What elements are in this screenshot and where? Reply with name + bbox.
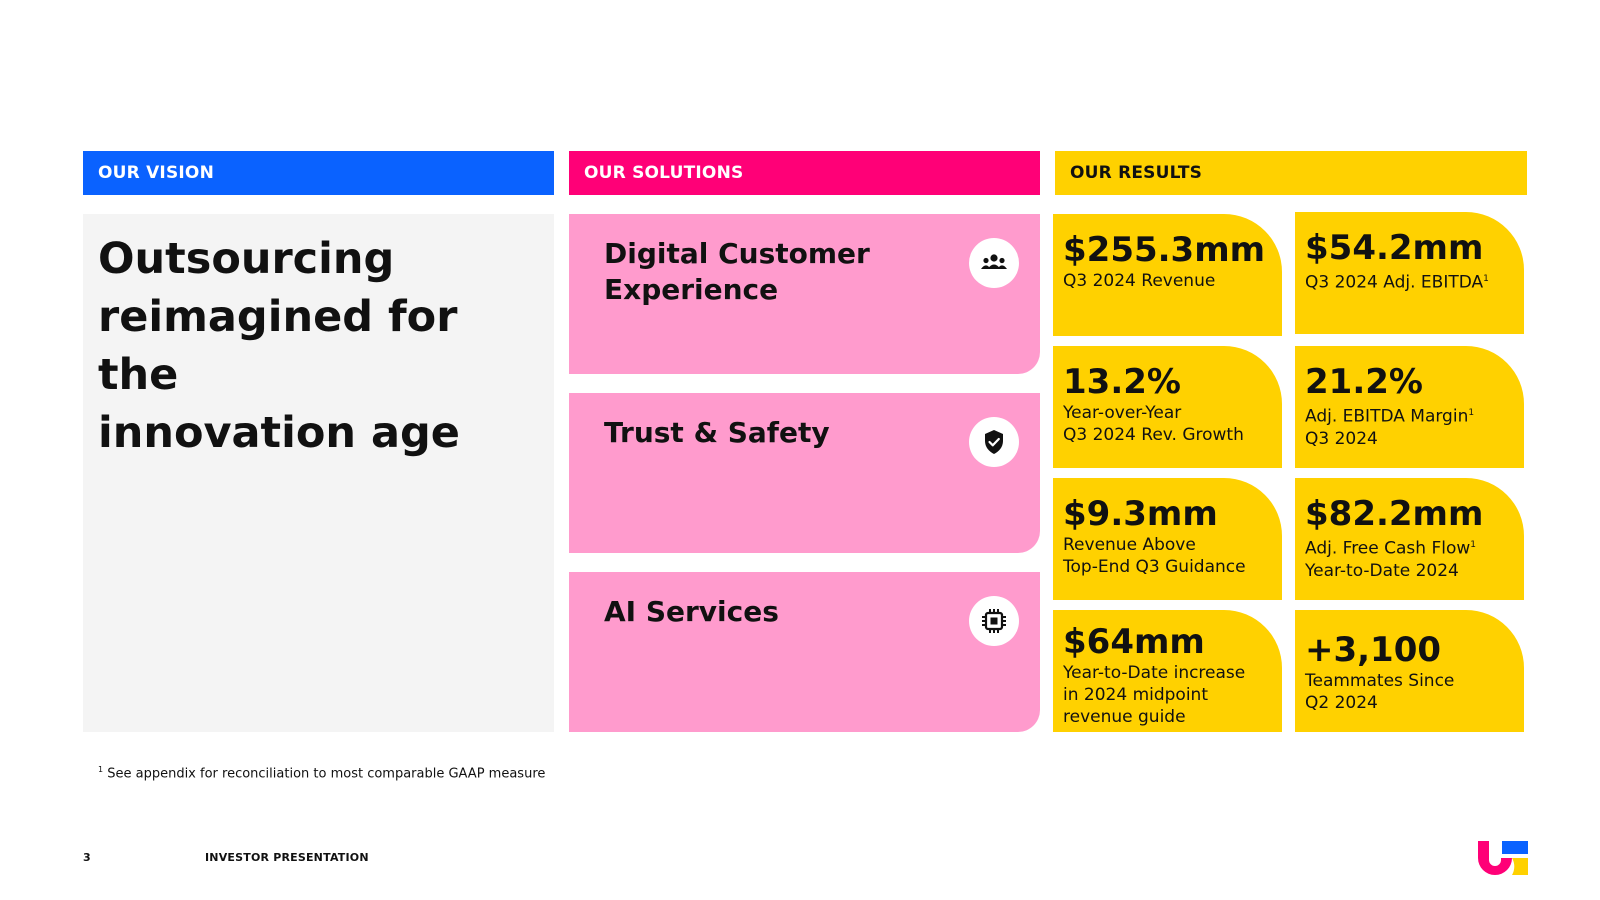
result-value: +3,100 bbox=[1305, 630, 1442, 670]
result-label: Q3 2024 Revenue bbox=[1063, 271, 1216, 291]
footnote-marker: 1 bbox=[1483, 274, 1489, 284]
brand-logo-icon bbox=[1478, 841, 1528, 875]
solution-title: Trust & Safety bbox=[604, 415, 944, 451]
solution-card-digital-customer-experience: Digital Customer Experience bbox=[569, 214, 1040, 374]
vision-statement: Outsourcing reimagined for the innovatio… bbox=[98, 230, 548, 462]
solution-title: AI Services bbox=[604, 594, 944, 630]
shield-check-icon bbox=[969, 417, 1019, 467]
footnote-marker: 1 bbox=[1468, 408, 1475, 418]
vision-line: innovation age bbox=[98, 408, 460, 458]
result-label: Q3 2024 Adj. EBITDA1 bbox=[1305, 272, 1489, 293]
result-label: Revenue Above Top-End Q3 Guidance bbox=[1063, 535, 1246, 577]
result-value: $64mm bbox=[1063, 622, 1205, 662]
result-value: $54.2mm bbox=[1305, 228, 1484, 268]
result-tile: $54.2mm Q3 2024 Adj. EBITDA1 bbox=[1295, 212, 1524, 334]
results-header: OUR RESULTS bbox=[1055, 151, 1527, 195]
solutions-header: OUR SOLUTIONS bbox=[569, 151, 1040, 195]
footnote-marker: 1 bbox=[1470, 540, 1476, 550]
result-label: Adj. EBITDA Margin1 Q3 2024 bbox=[1305, 406, 1475, 449]
result-value: $255.3mm bbox=[1063, 230, 1266, 270]
page-number: 3 bbox=[83, 851, 91, 864]
result-value: 13.2% bbox=[1063, 362, 1181, 402]
solution-title-line: Trust & Safety bbox=[604, 416, 830, 449]
result-label: Teammates Since Q2 2024 bbox=[1305, 671, 1455, 713]
solution-card-trust-safety: Trust & Safety bbox=[569, 393, 1040, 553]
result-tile: $64mm Year-to-Date increase in 2024 midp… bbox=[1053, 610, 1282, 732]
result-label: Year-to-Date increase in 2024 midpoint r… bbox=[1063, 663, 1246, 727]
solution-title-line: AI Services bbox=[604, 595, 779, 628]
vision-line: reimagined for the bbox=[98, 292, 458, 400]
footer-label: INVESTOR PRESENTATION bbox=[205, 851, 369, 864]
result-value: $82.2mm bbox=[1305, 494, 1484, 534]
result-tile: $82.2mm Adj. Free Cash Flow1 Year-to-Dat… bbox=[1295, 478, 1524, 600]
vision-panel: Outsourcing reimagined for the innovatio… bbox=[83, 214, 554, 732]
result-label: Year-over-Year Q3 2024 Rev. Growth bbox=[1063, 403, 1244, 445]
footnote-marker: 1 bbox=[98, 765, 104, 774]
result-value: $9.3mm bbox=[1063, 494, 1218, 534]
solution-title: Digital Customer Experience bbox=[604, 236, 944, 308]
solution-title-line: Experience bbox=[604, 273, 779, 306]
result-tile: $255.3mm Q3 2024 Revenue bbox=[1053, 214, 1282, 336]
result-tile: $9.3mm Revenue Above Top-End Q3 Guidance bbox=[1053, 478, 1282, 600]
solution-title-line: Digital Customer bbox=[604, 237, 870, 270]
vision-line: Outsourcing bbox=[98, 234, 395, 284]
solution-card-ai-services: AI Services bbox=[569, 572, 1040, 732]
result-tile: 21.2% Adj. EBITDA Margin1 Q3 2024 bbox=[1295, 346, 1524, 468]
people-group-icon bbox=[969, 238, 1019, 288]
result-tile: +3,100 Teammates Since Q2 2024 bbox=[1295, 610, 1524, 732]
result-tile: 13.2% Year-over-Year Q3 2024 Rev. Growth bbox=[1053, 346, 1282, 468]
chip-icon bbox=[969, 596, 1019, 646]
footnote: 1 See appendix for reconciliation to mos… bbox=[98, 765, 546, 782]
vision-header: OUR VISION bbox=[83, 151, 554, 195]
result-label: Adj. Free Cash Flow1 Year-to-Date 2024 bbox=[1305, 538, 1476, 581]
result-value: 21.2% bbox=[1305, 362, 1423, 402]
